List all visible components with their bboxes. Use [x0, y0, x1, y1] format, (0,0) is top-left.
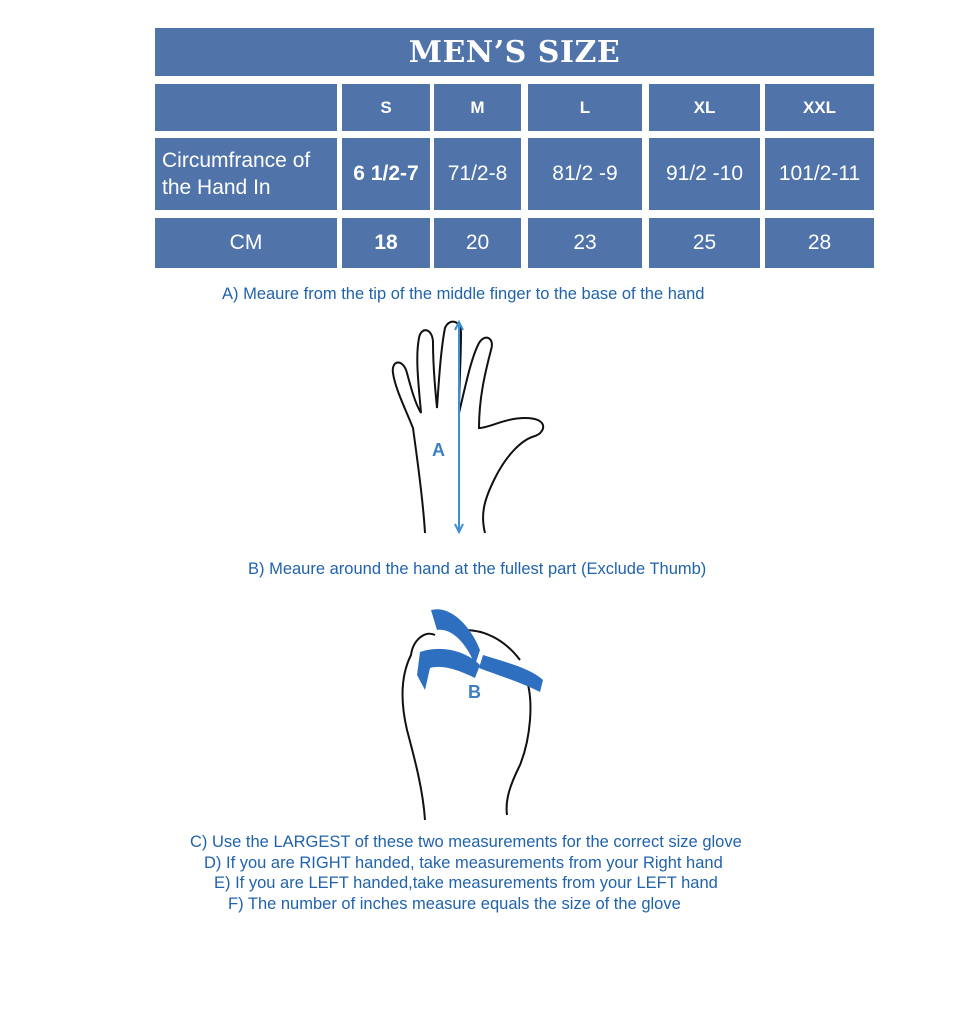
- size-header-m: M: [434, 84, 521, 131]
- cm-xxl: 28: [765, 218, 874, 268]
- inches-l: 81/2 -9: [528, 138, 642, 210]
- marker-a: A: [432, 440, 445, 460]
- marker-b: B: [468, 682, 481, 702]
- inches-s: 6 1/2-7: [342, 138, 430, 210]
- cm-l: 23: [528, 218, 642, 268]
- instruction-d: D) If you are RIGHT handed, take measure…: [204, 854, 723, 872]
- instruction-b: B) Meaure around the hand at the fullest…: [248, 560, 707, 578]
- inches-xl: 91/2 -10: [649, 138, 760, 210]
- open-hand-illustration: [391, 319, 545, 535]
- instruction-a: A) Meaure from the tip of the middle fin…: [222, 285, 705, 303]
- header-empty-cell: [155, 84, 337, 131]
- instruction-e: E) If you are LEFT handed,take measureme…: [214, 874, 718, 892]
- inches-row-label: Circumfrance of the Hand In: [155, 138, 337, 210]
- inches-m: 71/2-8: [434, 138, 521, 210]
- cm-m: 20: [434, 218, 521, 268]
- size-chart-title: MEN’S SIZE: [155, 28, 874, 76]
- instruction-c: C) Use the LARGEST of these two measurem…: [190, 833, 742, 851]
- inches-xxl: 101/2-11: [765, 138, 874, 210]
- instruction-f: F) The number of inches measure equals t…: [228, 895, 681, 913]
- size-header-l: L: [528, 84, 642, 131]
- cm-xl: 25: [649, 218, 760, 268]
- size-header-xxl: XXL: [765, 84, 874, 131]
- size-header-xl: XL: [649, 84, 760, 131]
- fist-illustration: [401, 609, 543, 821]
- cm-s: 18: [342, 218, 430, 268]
- size-header-s: S: [342, 84, 430, 131]
- cm-row-label: CM: [155, 218, 337, 268]
